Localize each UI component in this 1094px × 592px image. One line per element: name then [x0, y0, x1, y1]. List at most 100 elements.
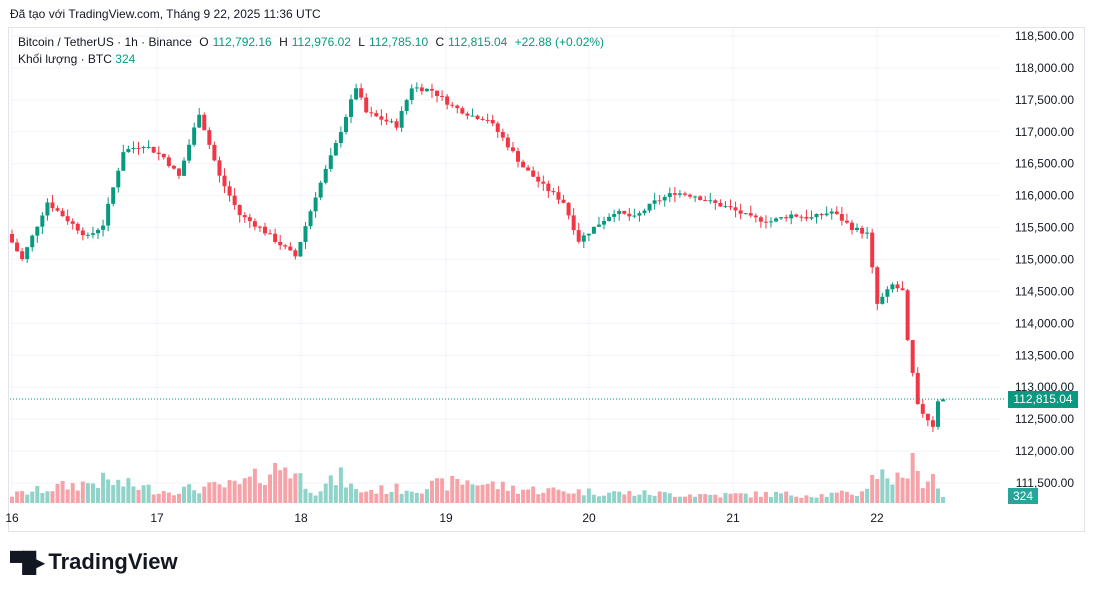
candle-body: [15, 242, 20, 252]
volume-bar: [263, 485, 267, 503]
candle-body: [90, 233, 95, 235]
candle-body: [166, 157, 171, 166]
candle-body: [662, 196, 667, 201]
volume-bar: [546, 488, 551, 503]
candle-body: [510, 147, 515, 152]
volume-bar: [65, 489, 70, 503]
candle-body: [333, 143, 338, 156]
y-tick-label: 118,000.00: [1015, 61, 1074, 75]
candle-body: [298, 242, 303, 257]
candle-body: [161, 153, 166, 158]
volume-bar: [75, 490, 80, 503]
volume-bar: [748, 497, 753, 503]
candle-body: [419, 87, 424, 92]
volume-bar: [774, 491, 779, 503]
volume-bar: [935, 488, 940, 503]
volume-bar: [536, 494, 541, 503]
volume-bar: [622, 494, 627, 503]
candle-body: [900, 288, 905, 291]
open-label: O: [199, 35, 209, 49]
volume-bar: [779, 493, 784, 503]
volume-bar: [404, 490, 409, 503]
volume-bar: [738, 493, 743, 503]
y-tick-label: 112,500.00: [1015, 412, 1074, 426]
candle-body: [748, 213, 753, 216]
volume-bar: [703, 494, 708, 503]
candle-body: [374, 113, 379, 117]
candle-body: [607, 216, 612, 221]
volume-bar: [890, 484, 895, 503]
candle-body: [156, 152, 161, 154]
candle-body: [875, 267, 880, 304]
candle-body: [182, 160, 187, 176]
candle-body: [546, 183, 551, 192]
y-tick-label: 114,500.00: [1015, 284, 1074, 298]
candle-body: [389, 121, 394, 123]
volume-bar: [900, 477, 905, 503]
candle-body: [232, 195, 237, 205]
candle-body: [80, 230, 85, 236]
tradingview-logo[interactable]: ▀█▸ TradingView: [10, 549, 178, 575]
candle-body: [693, 196, 698, 198]
volume-bar: [743, 493, 748, 503]
volume-bar: [242, 478, 247, 503]
volume-bar: [839, 490, 844, 503]
volume-bar: [116, 479, 121, 503]
y-tick-label: 112,000.00: [1015, 444, 1074, 458]
candle-body: [247, 217, 252, 222]
volume-bar: [156, 493, 161, 503]
volume-label: Khối lượng · BTC: [18, 52, 112, 66]
volume-bar: [394, 483, 399, 503]
candle-body: [70, 221, 75, 224]
y-tick-label: 115,500.00: [1015, 221, 1074, 235]
candle-body: [65, 216, 70, 222]
volume-bar: [763, 491, 768, 503]
volume-bar: [581, 495, 586, 503]
candle-body: [647, 203, 652, 211]
volume-bar: [10, 496, 14, 503]
candle-body: [571, 215, 576, 231]
close-value: 112,815.04: [448, 35, 508, 49]
candle-body: [556, 192, 561, 200]
volume-bar: [450, 475, 455, 503]
candle-body: [131, 147, 136, 149]
y-tick-label: 113,000.00: [1015, 380, 1074, 394]
volume-bar: [718, 497, 723, 503]
volume-bar: [895, 472, 900, 503]
candle-body: [596, 224, 601, 227]
volume-bar: [925, 481, 930, 503]
candle-body: [50, 202, 55, 209]
candle-body: [667, 193, 672, 197]
candle-body: [435, 90, 440, 96]
candle-body: [824, 213, 829, 216]
volume-bar: [359, 492, 364, 503]
volume-bar: [222, 487, 227, 503]
volume-bar: [505, 490, 510, 503]
volume-bar: [556, 489, 561, 503]
candle-body: [723, 206, 728, 208]
candle-body: [10, 233, 14, 243]
candle-body: [445, 96, 450, 105]
volume-value: 324: [115, 52, 136, 66]
candle-body: [227, 186, 232, 196]
volume-bar: [50, 491, 55, 503]
volume-bar: [870, 474, 875, 503]
candle-body: [480, 119, 485, 121]
volume-bar: [526, 489, 531, 503]
candle-body: [935, 401, 940, 427]
candle-body: [652, 200, 657, 204]
volume-bar: [470, 484, 475, 503]
volume-bar: [824, 496, 829, 503]
volume-bar: [657, 491, 662, 503]
candle-body: [713, 200, 718, 203]
volume-bar: [313, 495, 318, 503]
volume-bar: [849, 494, 854, 503]
candle-body: [920, 404, 925, 414]
candle-body: [753, 215, 758, 218]
candle-body: [844, 220, 849, 223]
candle-body: [819, 213, 824, 216]
candle-body: [490, 119, 495, 124]
volume-bar: [364, 491, 369, 503]
candle-body: [465, 113, 470, 116]
